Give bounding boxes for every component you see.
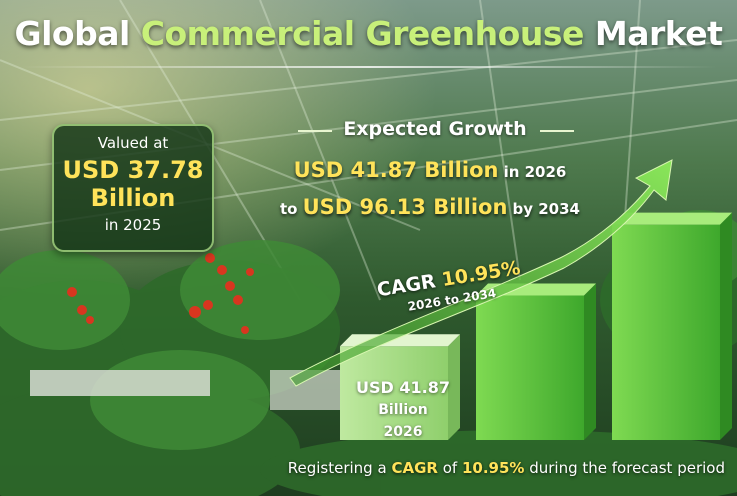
bar-3-top	[612, 212, 732, 225]
valued-line1: Valued at	[97, 134, 169, 152]
expected-line2: to USD 96.13 Billion by 2034	[250, 195, 610, 219]
expected-year1: in 2026	[503, 163, 567, 181]
expected-rule-right	[540, 130, 574, 132]
valued-box: Valued at USD 37.78 Billion in 2025	[52, 124, 214, 252]
bar-1-side	[448, 334, 460, 440]
bar-2	[476, 295, 584, 440]
bar-3-side	[720, 212, 732, 440]
page-title: Global Commercial Greenhouse Market	[0, 14, 737, 53]
bar-1	[340, 346, 448, 440]
bar-label-unit: Billion	[378, 402, 428, 418]
footer-part1: Registering a	[287, 459, 387, 477]
expected-line1: USD 41.87 Billion in 2026	[250, 158, 610, 182]
bar-label-year: 2026	[383, 424, 423, 440]
footer-cagr: CAGR	[391, 459, 438, 477]
valued-amount: USD 37.78	[62, 156, 204, 184]
footer-part3: during the forecast period	[529, 459, 725, 477]
title-highlight: Commercial Greenhouse	[140, 14, 585, 53]
title-part2: Market	[594, 14, 723, 53]
footer-part2: of	[442, 459, 458, 477]
expected-heading: Expected Growth	[343, 118, 527, 140]
expected-value1: USD 41.87 Billion	[293, 158, 499, 182]
footer-value: 10.95%	[461, 459, 525, 477]
expected-prefix2: to	[279, 200, 298, 218]
expected-rule-left	[298, 130, 332, 132]
valued-year: in 2025	[104, 216, 162, 234]
bar-label-amount: USD 41.87	[356, 378, 450, 397]
expected-year2: by 2034	[512, 200, 581, 218]
footer-note: Registering a CAGR of 10.95% during the …	[215, 459, 725, 477]
growth-arrow	[289, 159, 673, 387]
title-divider	[20, 66, 717, 68]
valued-unit: Billion	[90, 184, 176, 212]
title-part1: Global	[14, 14, 131, 53]
expected-value2: USD 96.13 Billion	[302, 195, 508, 219]
bar-2-side	[584, 283, 596, 440]
bar-3	[612, 224, 720, 440]
